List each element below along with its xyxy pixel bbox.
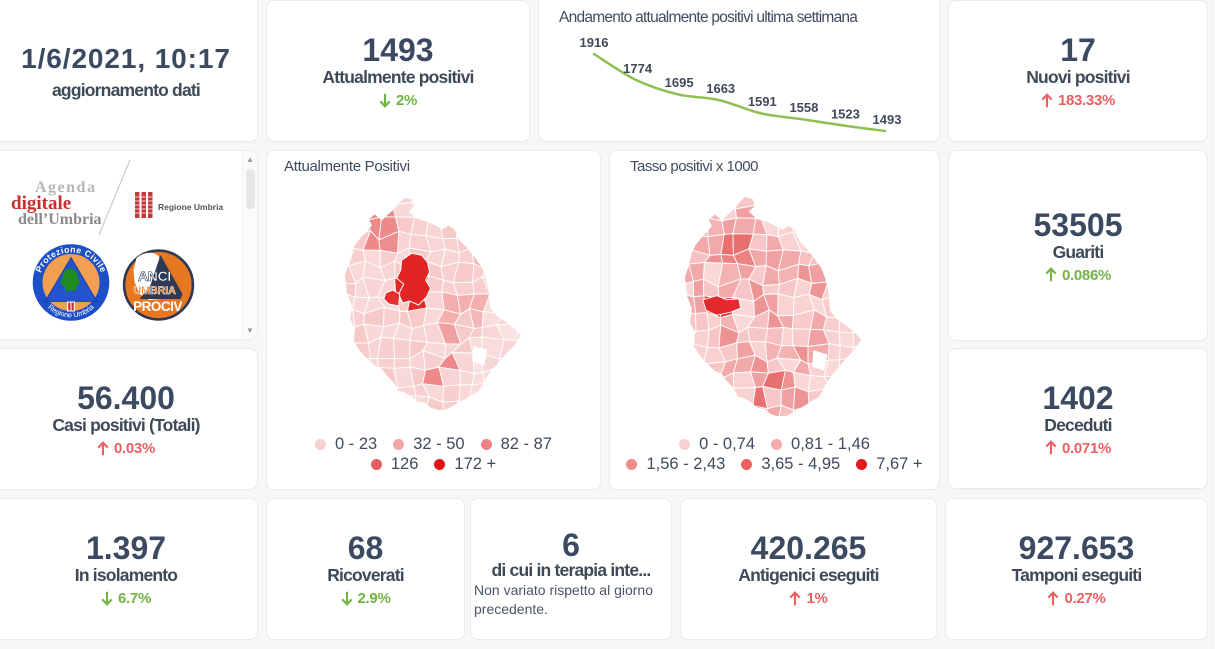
svg-text:digitale: digitale: [11, 193, 71, 214]
svg-text:UMBRIA: UMBRIA: [133, 285, 176, 297]
svg-text:1663: 1663: [706, 81, 735, 96]
svg-text:PROCIV: PROCIV: [133, 299, 182, 314]
svg-text:dell’Umbria: dell’Umbria: [18, 211, 102, 228]
svg-text:1916: 1916: [580, 35, 609, 50]
svg-text:1591: 1591: [748, 94, 777, 109]
svg-text:1558: 1558: [789, 100, 818, 115]
svg-text:Agenda: Agenda: [35, 179, 96, 196]
svg-text:1493: 1493: [873, 112, 902, 127]
svg-text:1774: 1774: [623, 61, 653, 76]
svg-text:1523: 1523: [831, 107, 860, 122]
svg-text:Regione Umbria: Regione Umbria: [158, 202, 223, 212]
svg-text:1695: 1695: [665, 75, 694, 90]
svg-text:ANCI: ANCI: [138, 268, 171, 284]
